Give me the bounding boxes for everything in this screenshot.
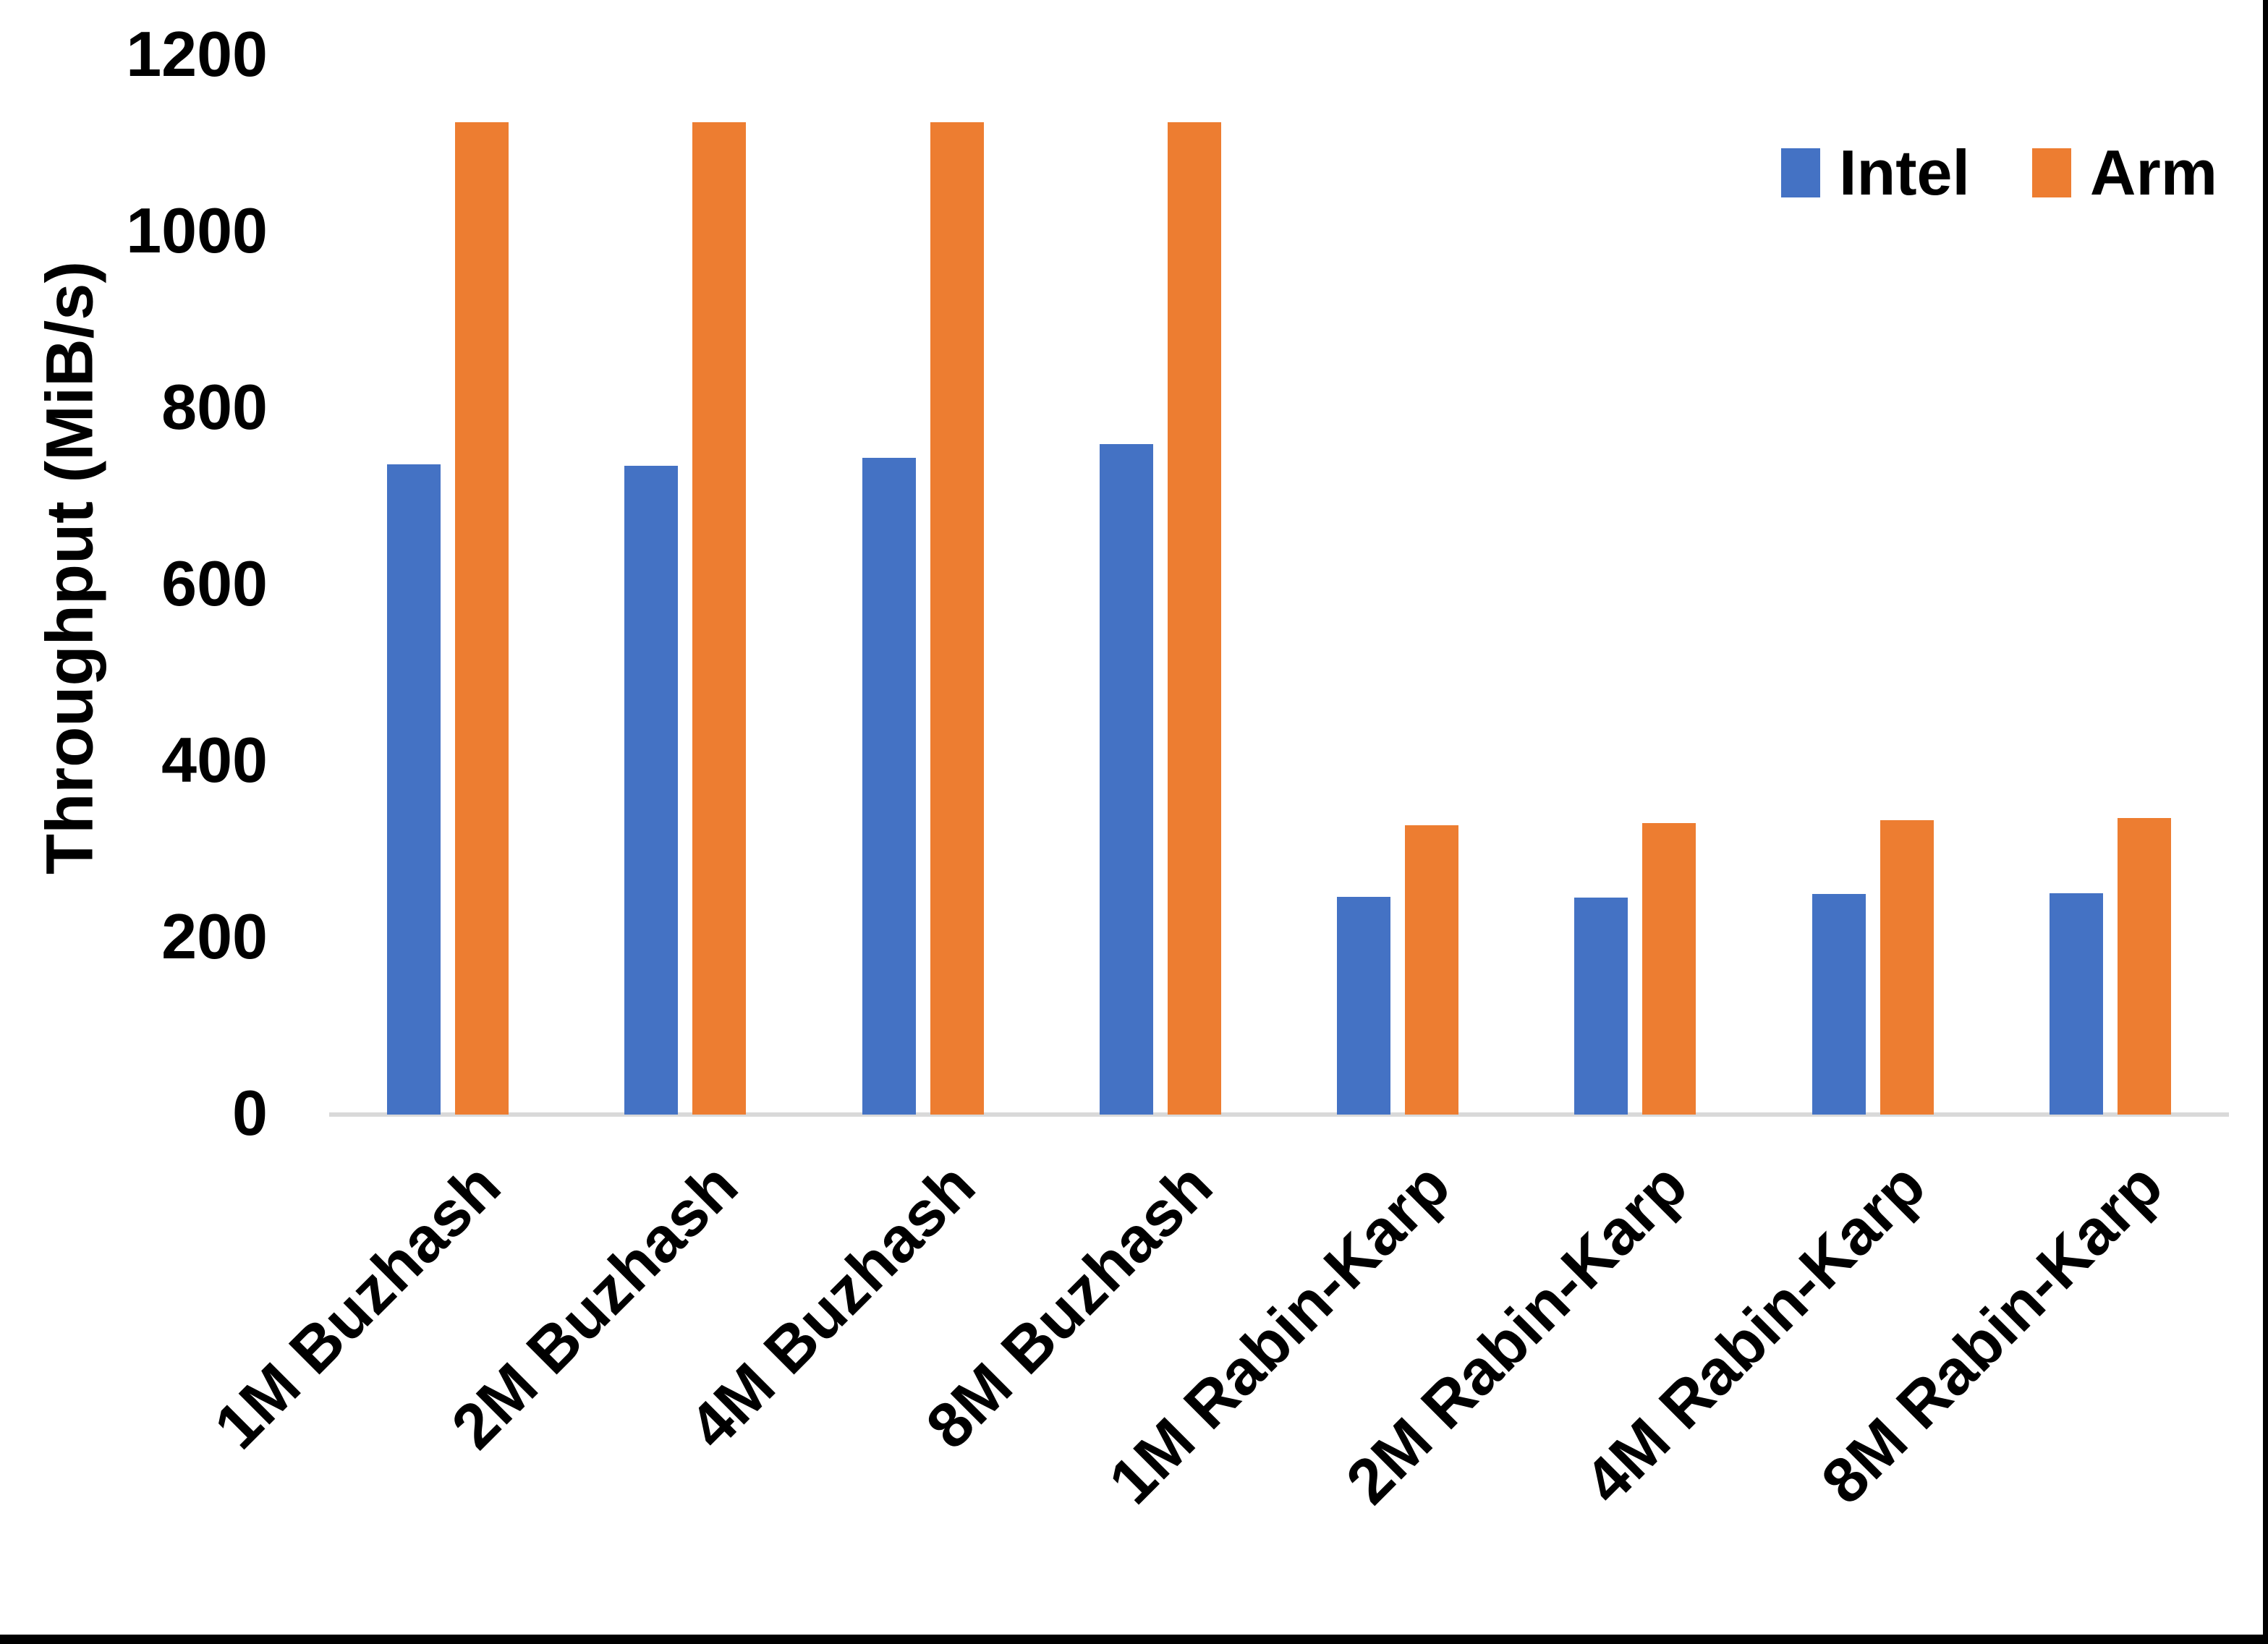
bar-intel-8	[2049, 893, 2103, 1115]
legend-label-intel: Intel	[1839, 137, 1970, 208]
y-tick-label-800: 800	[161, 370, 268, 443]
bar-arm-2	[692, 122, 747, 1115]
bar-intel-2	[624, 466, 679, 1115]
bar-arm-4	[1167, 122, 1221, 1115]
y-tick-label-1000: 1000	[126, 194, 268, 266]
bar-arm-8	[2117, 818, 2171, 1115]
legend-item-arm: Arm	[2031, 136, 2217, 210]
bar-intel-3	[862, 458, 916, 1115]
bar-intel-7	[1812, 894, 1866, 1115]
x-axis-line	[329, 1112, 2229, 1117]
bar-intel-1	[387, 464, 441, 1115]
arm-series-swatch	[2031, 148, 2071, 197]
y-tick-label-400: 400	[161, 723, 268, 796]
intel-series-swatch	[1781, 148, 1820, 197]
legend-label-arm: Arm	[2089, 137, 2217, 208]
page-edge-bottom	[0, 1635, 2268, 1644]
y-tick-label-200: 200	[161, 900, 268, 972]
bar-arm-5	[1405, 825, 1459, 1115]
y-axis-title: Throughput (MiB/s)	[33, 260, 107, 875]
bar-intel-6	[1574, 897, 1628, 1115]
bar-intel-4	[1099, 443, 1153, 1115]
legend-item-intel: Intel	[1781, 136, 1970, 210]
bar-arm-6	[1642, 823, 1696, 1115]
y-tick-label-600: 600	[161, 547, 268, 619]
bar-intel-5	[1337, 896, 1391, 1115]
y-tick-label-0: 0	[232, 1076, 268, 1149]
legend: Intel Arm	[1781, 136, 2217, 210]
bar-arm-1	[455, 122, 509, 1115]
bar-arm-3	[930, 122, 984, 1115]
page-edge-right	[2263, 0, 2268, 1644]
y-tick-label-1200: 1200	[126, 17, 268, 90]
bar-arm-7	[1880, 819, 1934, 1115]
